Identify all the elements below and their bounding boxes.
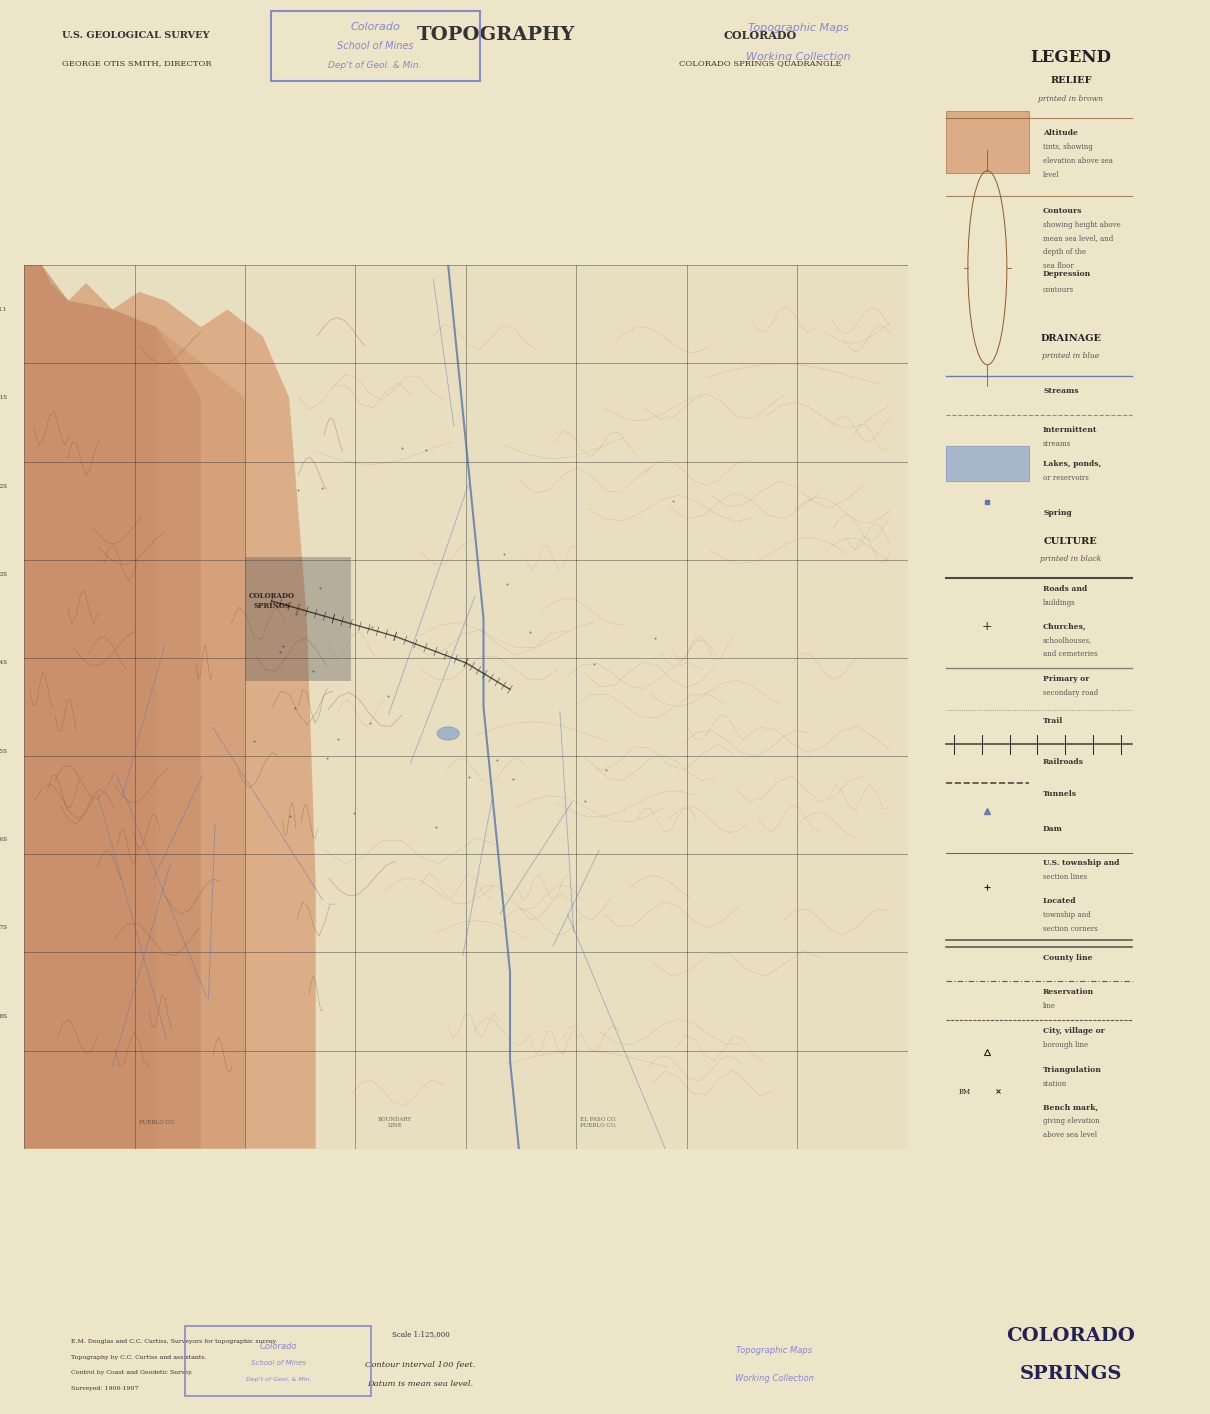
Text: EL PASO CO.
PUEBLO CO.: EL PASO CO. PUEBLO CO. <box>580 1117 617 1127</box>
Text: CULTURE: CULTURE <box>1044 536 1097 546</box>
Text: giving elevation: giving elevation <box>1043 1117 1100 1126</box>
Polygon shape <box>24 266 908 1148</box>
Text: E.M. Douglas and C.C. Curtiss, Surveyors for topographic survey.: E.M. Douglas and C.C. Curtiss, Surveyors… <box>71 1339 277 1345</box>
Text: secondary road: secondary road <box>1043 689 1099 697</box>
Text: +: + <box>983 619 992 632</box>
Text: Topographic Maps: Topographic Maps <box>748 23 849 34</box>
Text: Roads and: Roads and <box>1043 585 1088 592</box>
Text: COLORADO
SPRINGS: COLORADO SPRINGS <box>248 592 294 609</box>
Text: schoolhouses,: schoolhouses, <box>1043 636 1093 645</box>
Text: T.N.1: T.N.1 <box>0 307 6 312</box>
Text: tints, showing: tints, showing <box>1043 143 1093 151</box>
Bar <box>244 557 351 680</box>
Text: SPRINGS: SPRINGS <box>1020 1366 1122 1383</box>
Text: T.4S: T.4S <box>0 660 6 666</box>
Text: Triangulation: Triangulation <box>1043 1066 1102 1073</box>
Polygon shape <box>24 266 244 1148</box>
Text: RELIEF: RELIEF <box>1050 76 1091 85</box>
Text: Working Collection: Working Collection <box>747 51 851 62</box>
Text: Railroads: Railroads <box>1043 758 1084 766</box>
Text: Lakes, ponds,: Lakes, ponds, <box>1043 461 1101 468</box>
Text: School of Mines: School of Mines <box>336 41 414 51</box>
Text: Located: Located <box>1043 896 1077 905</box>
Text: borough line: borough line <box>1043 1041 1088 1049</box>
Text: Trail: Trail <box>1043 717 1064 725</box>
Text: Intermittent: Intermittent <box>1043 426 1097 434</box>
Text: showing height above: showing height above <box>1043 221 1120 229</box>
Text: Topography by C.C. Curtiss and assistants.: Topography by C.C. Curtiss and assistant… <box>71 1355 207 1360</box>
Text: streams: streams <box>1043 440 1071 448</box>
Text: printed in black: printed in black <box>1041 554 1101 563</box>
Text: T.5S: T.5S <box>0 748 6 754</box>
Text: elevation above sea: elevation above sea <box>1043 157 1113 165</box>
Text: Surveyed: 1906-1907: Surveyed: 1906-1907 <box>71 1386 139 1391</box>
Text: T.6S: T.6S <box>0 837 6 841</box>
Text: COLORADO SPRINGS QUADRANGLE: COLORADO SPRINGS QUADRANGLE <box>679 59 842 68</box>
Text: Colorado: Colorado <box>350 21 401 31</box>
Text: COLORADO: COLORADO <box>724 30 797 41</box>
Text: township and: township and <box>1043 911 1090 919</box>
Text: BOUNDARY
LINE: BOUNDARY LINE <box>378 1117 413 1127</box>
Text: section lines: section lines <box>1043 874 1087 881</box>
Text: level: level <box>1043 171 1060 178</box>
Text: printed in blue: printed in blue <box>1042 352 1100 361</box>
Text: or reservoirs: or reservoirs <box>1043 474 1089 482</box>
Text: Contour interval 100 feet.: Contour interval 100 feet. <box>365 1360 476 1369</box>
Text: Topographic Maps: Topographic Maps <box>737 1346 812 1355</box>
Text: Churches,: Churches, <box>1043 622 1087 631</box>
Text: DRAINAGE: DRAINAGE <box>1041 334 1101 344</box>
Text: County line: County line <box>1043 953 1093 962</box>
Bar <box>946 112 1028 174</box>
Bar <box>946 447 1028 481</box>
Text: station: station <box>1043 1080 1067 1087</box>
Text: Tunnels: Tunnels <box>1043 790 1077 797</box>
Text: line: line <box>1043 1003 1056 1010</box>
Text: School of Mines: School of Mines <box>250 1359 306 1366</box>
Text: Control by Coast and Geodetic Survey.: Control by Coast and Geodetic Survey. <box>71 1370 194 1376</box>
Text: buildings: buildings <box>1043 600 1076 607</box>
Text: PUEBLO CO.: PUEBLO CO. <box>139 1120 174 1124</box>
Text: Spring: Spring <box>1043 509 1072 518</box>
Text: U.S. township and: U.S. township and <box>1043 860 1119 867</box>
Polygon shape <box>24 266 156 1148</box>
Polygon shape <box>24 266 201 1148</box>
Text: BM: BM <box>960 1087 972 1096</box>
Text: and cemeteries: and cemeteries <box>1043 650 1097 658</box>
Text: Dep't of Geol. & Min.: Dep't of Geol. & Min. <box>328 61 422 69</box>
Text: U.S. GEOLOGICAL SURVEY: U.S. GEOLOGICAL SURVEY <box>62 31 209 40</box>
Text: mean sea level, and: mean sea level, and <box>1043 235 1113 242</box>
Polygon shape <box>24 266 316 1148</box>
Text: T.7S: T.7S <box>0 925 6 930</box>
Text: TOPOGRAPHY: TOPOGRAPHY <box>417 27 575 44</box>
Text: Dam: Dam <box>1043 824 1062 833</box>
Text: printed in brown: printed in brown <box>1038 95 1104 102</box>
Text: GEORGE OTIS SMITH, DIRECTOR: GEORGE OTIS SMITH, DIRECTOR <box>62 59 212 68</box>
Text: contours: contours <box>1043 286 1074 294</box>
Text: Scale 1:125,000: Scale 1:125,000 <box>392 1329 449 1338</box>
Text: Contours: Contours <box>1043 206 1083 215</box>
Text: Colorado: Colorado <box>259 1342 298 1352</box>
Ellipse shape <box>437 727 460 740</box>
Text: Reservation: Reservation <box>1043 988 1094 997</box>
Text: depth of the: depth of the <box>1043 249 1087 256</box>
Text: Streams: Streams <box>1043 387 1078 395</box>
Text: Working Collection: Working Collection <box>734 1374 814 1383</box>
Text: above sea level: above sea level <box>1043 1131 1097 1140</box>
Text: LEGEND: LEGEND <box>1031 49 1111 66</box>
Text: T.8S: T.8S <box>0 1014 6 1018</box>
Text: Altitude: Altitude <box>1043 129 1078 137</box>
Text: sea floor: sea floor <box>1043 262 1073 270</box>
Text: COLORADO: COLORADO <box>1007 1328 1135 1345</box>
Text: T.2S: T.2S <box>0 484 6 489</box>
Text: Depression: Depression <box>1043 270 1091 279</box>
Text: Primary or: Primary or <box>1043 674 1089 683</box>
Text: T.1S: T.1S <box>0 396 6 400</box>
Text: Bench mark,: Bench mark, <box>1043 1103 1099 1111</box>
Text: Datum is mean sea level.: Datum is mean sea level. <box>368 1380 473 1389</box>
Text: T.3S: T.3S <box>0 573 6 577</box>
Text: City, village or: City, village or <box>1043 1027 1105 1035</box>
Text: section corners: section corners <box>1043 925 1097 933</box>
Text: Dep't of Geol. & Min.: Dep't of Geol. & Min. <box>246 1377 311 1381</box>
